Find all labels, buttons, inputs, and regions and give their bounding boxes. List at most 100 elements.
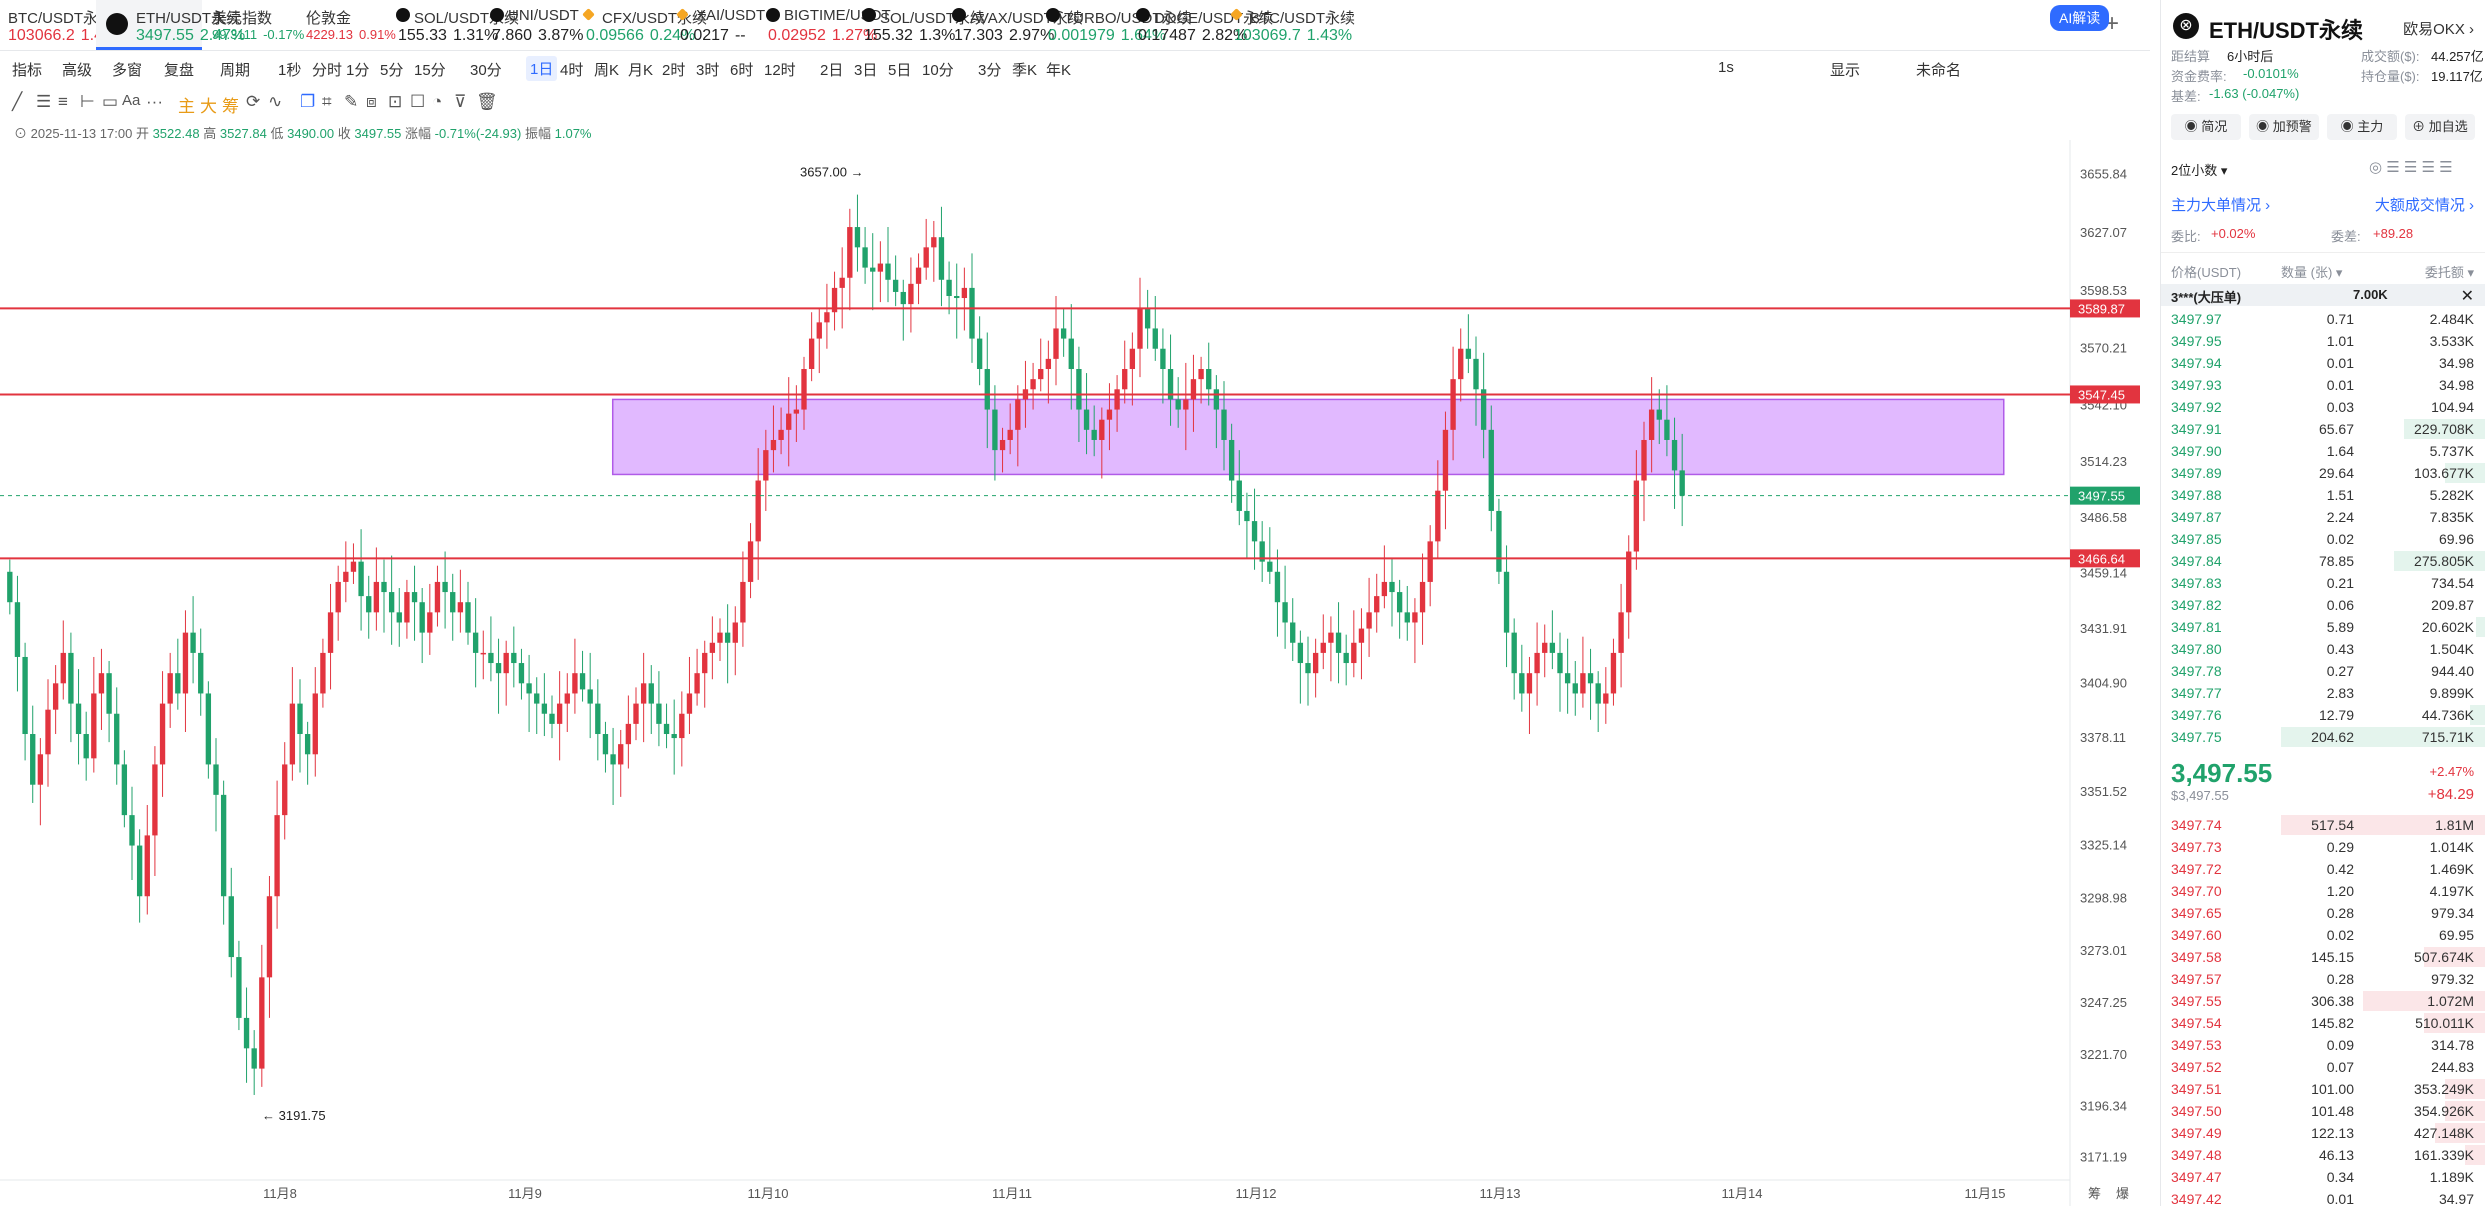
- view-toggle-icons[interactable]: ◎ ☰ ☰ ☰ ☰: [2369, 159, 2453, 176]
- toolbar-right-item[interactable]: 显示: [1830, 62, 1861, 79]
- ticker-tab[interactable]: DOGE/USDT永续 0.17487 2.82%: [1130, 0, 1273, 50]
- orderbook-row[interactable]: 3497.70 1.20 4.197K: [2161, 880, 2485, 902]
- toolbar-item[interactable]: 3日: [854, 62, 878, 79]
- price-chart[interactable]: 3655.843627.073598.533570.213542.103514.…: [0, 140, 2150, 1206]
- orderbook-row[interactable]: 3497.87 2.24 7.835K: [2161, 506, 2485, 528]
- toolbar-item[interactable]: 周期: [220, 62, 251, 79]
- orderbook-row[interactable]: 3497.76 12.79 44.736K: [2161, 704, 2485, 726]
- orderbook-row[interactable]: 3497.82 0.06 209.87: [2161, 594, 2485, 616]
- sync-icon[interactable]: ⟳: [246, 92, 261, 111]
- ruler-icon[interactable]: ⌗: [322, 92, 332, 111]
- main-force-button[interactable]: ◉ 主力: [2327, 114, 2397, 140]
- col-qty[interactable]: 数量 (张) ▾: [2281, 265, 2343, 280]
- toolbar-right-item[interactable]: 未命名: [1916, 62, 1962, 79]
- toolbar-item[interactable]: 5日: [888, 62, 912, 79]
- orderbook-row[interactable]: 3497.47 0.34 1.189K: [2161, 1166, 2485, 1188]
- orderbook-row[interactable]: 3497.75 204.62 715.71K: [2161, 726, 2485, 748]
- orderbook-row[interactable]: 3497.74 517.54 1.81M: [2161, 814, 2485, 836]
- toolbar-item[interactable]: 季K: [1012, 62, 1038, 79]
- big-orders-link[interactable]: 主力大单情况 ›: [2171, 197, 2271, 214]
- trend-line-icon[interactable]: ╱: [12, 92, 23, 111]
- toolbar-item[interactable]: 复盘: [164, 62, 195, 79]
- ticker-tab[interactable]: TURBO/USDT永续 0.001979 1.64%: [1040, 0, 1192, 50]
- orderbook-row[interactable]: 3497.50 101.48 354.926K: [2161, 1100, 2485, 1122]
- filter-icon[interactable]: ⊽: [454, 92, 467, 111]
- orderbook-row[interactable]: 3497.54 145.82 510.011K: [2161, 1012, 2485, 1034]
- rectangle-icon[interactable]: ▭: [102, 92, 119, 111]
- add-watch-button[interactable]: ⊕ 加自选: [2405, 114, 2475, 140]
- col-total[interactable]: 委托额 ▾: [2424, 265, 2474, 280]
- close-icon[interactable]: ✕: [2460, 288, 2474, 305]
- toolbar-right-item[interactable]: 1s: [1718, 59, 1734, 76]
- orderbook-row[interactable]: 3497.91 65.67 229.708K: [2161, 418, 2485, 440]
- orderbook-row[interactable]: 3497.83 0.21 734.54: [2161, 572, 2485, 594]
- magnet-icon[interactable]: ∿: [268, 92, 283, 111]
- toolbar-item[interactable]: 周K: [594, 62, 620, 79]
- orderbook-row[interactable]: 3497.52 0.07 244.83: [2161, 1056, 2485, 1078]
- collapse-icon[interactable]: ⊙: [14, 126, 31, 141]
- note-icon[interactable]: ☐: [410, 92, 426, 111]
- decimals-select[interactable]: 2位小数 ▾: [2171, 160, 2227, 179]
- toolbar-item[interactable]: 15分: [414, 62, 446, 79]
- channel-icon[interactable]: ≡: [58, 92, 68, 111]
- copy-icon[interactable]: ❐: [300, 92, 316, 111]
- toolbar-item[interactable]: 3分: [978, 62, 1002, 79]
- ticker-tab[interactable]: CFX/USDT永续 0.09566 0.24%: [578, 0, 707, 50]
- orderbook-row[interactable]: 3497.88 1.51 5.282K: [2161, 484, 2485, 506]
- ticker-tab[interactable]: 美元指数 99.3111 -0.17%: [204, 0, 304, 50]
- more-tools-icon[interactable]: ···: [146, 92, 163, 111]
- ticker-tab[interactable]: UNI/USDT 7.860 3.87%: [484, 0, 583, 50]
- orderbook-row[interactable]: 3497.72 0.42 1.469K: [2161, 858, 2485, 880]
- orderbook-row[interactable]: 3497.55 306.38 1.072M: [2161, 990, 2485, 1012]
- toolbar-item[interactable]: 高级: [62, 62, 93, 79]
- toolbar-item[interactable]: 指标: [12, 62, 43, 79]
- toolbar-item[interactable]: 月K: [628, 62, 654, 79]
- orderbook-row[interactable]: 3497.49 122.13 427.148K: [2161, 1122, 2485, 1144]
- ticker-tab[interactable]: AVAX/USDT永续 17.303 2.97%: [946, 0, 1083, 50]
- toolbar-item[interactable]: 12时: [764, 62, 796, 79]
- orderbook-row[interactable]: 3497.51 101.00 353.249K: [2161, 1078, 2485, 1100]
- orderbook-row[interactable]: 3497.58 145.15 507.674K: [2161, 946, 2485, 968]
- ticker-tab[interactable]: SOL/USDT永续 155.33 1.31%: [390, 0, 519, 50]
- toolbar-item[interactable]: 6时: [730, 62, 754, 79]
- toolbar-item[interactable]: 2日: [820, 62, 844, 79]
- candle-tool-icon[interactable]: ⧈: [366, 92, 377, 111]
- orderbook-row[interactable]: 3497.95 1.01 3.533K: [2161, 330, 2485, 352]
- orderbook-row[interactable]: 3497.48 46.13 161.339K: [2161, 1144, 2485, 1166]
- orderbook-row[interactable]: 3497.94 0.01 34.98: [2161, 352, 2485, 374]
- orderbook-row[interactable]: 3497.77 2.83 9.899K: [2161, 682, 2485, 704]
- ticker-tab[interactable]: ETH/USDT永续 3497.55 2.47%: [96, 0, 245, 50]
- parallel-lines-icon[interactable]: ☰: [36, 92, 52, 111]
- orderbook-row[interactable]: 3497.93 0.01 34.98: [2161, 374, 2485, 396]
- alert-button[interactable]: ◉ 加预警: [2249, 114, 2319, 140]
- price-zone[interactable]: [611, 398, 2005, 476]
- orderbook-row[interactable]: 3497.84 78.85 275.805K: [2161, 550, 2485, 572]
- horizontal-line-icon[interactable]: ⊢: [80, 92, 95, 111]
- ticker-tab[interactable]: BTC/USDT永续 103069.7 1.43%: [1226, 0, 1355, 50]
- lock-icon[interactable]: ⊡: [388, 92, 403, 111]
- ai-analysis-button[interactable]: AI解读: [2050, 5, 2110, 31]
- orderbook-row[interactable]: 3497.78 0.27 944.40: [2161, 660, 2485, 682]
- exchange-selector[interactable]: 欧易OKX ›: [2403, 18, 2474, 39]
- orderbook-row[interactable]: 3497.92 0.03 104.94: [2161, 396, 2485, 418]
- toolbar-item[interactable]: 30分: [470, 62, 502, 79]
- text-tool-icon[interactable]: Aa: [122, 92, 141, 109]
- toolbar-item[interactable]: 4时: [560, 62, 584, 79]
- toolbar-item[interactable]: 10分: [922, 62, 954, 79]
- toolbar-item[interactable]: 5分: [380, 62, 404, 79]
- orderbook-row[interactable]: 3497.53 0.09 314.78: [2161, 1034, 2485, 1056]
- pen-icon[interactable]: ✎: [344, 92, 359, 111]
- toolbar-item[interactable]: 1秒: [278, 62, 302, 79]
- toolbar-item[interactable]: 1分: [346, 62, 370, 79]
- orderbook-row[interactable]: 3497.97 0.71 2.484K: [2161, 308, 2485, 330]
- orderbook-row[interactable]: 3497.60 0.02 69.95: [2161, 924, 2485, 946]
- chips-tool[interactable]: 筹: [222, 97, 239, 116]
- trash-icon[interactable]: 🗑: [476, 92, 498, 111]
- big-trades-link[interactable]: 大额成交情况 ›: [2374, 197, 2474, 214]
- orderbook-row[interactable]: 3497.80 0.43 1.504K: [2161, 638, 2485, 660]
- ticker-tab[interactable]: XAI/USDT 0.0217 --: [672, 0, 765, 50]
- ticker-tab[interactable]: 伦敦金 4229.13 0.91%: [298, 0, 396, 50]
- toolbar-item[interactable]: 分时: [312, 62, 343, 79]
- orderbook-row[interactable]: 3497.42 0.01 34.97: [2161, 1188, 2485, 1210]
